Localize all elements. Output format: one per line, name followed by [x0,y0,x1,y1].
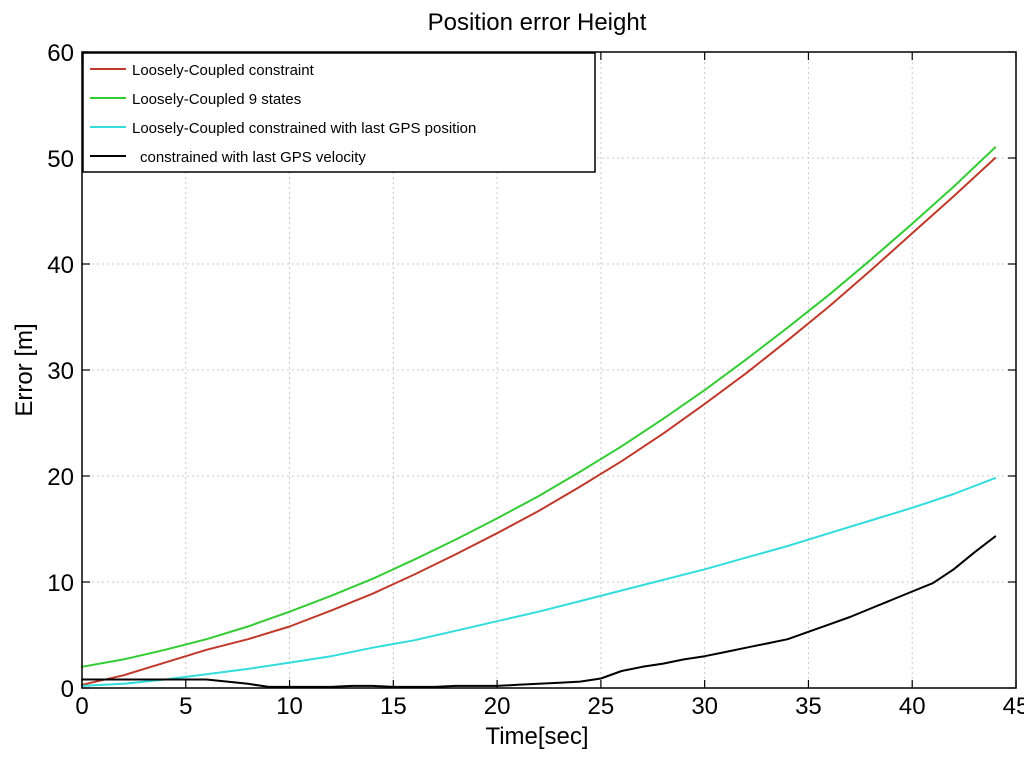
x-axis-label: Time[sec] [485,723,588,750]
y-tick-label: 40 [47,252,74,279]
x-tick-label: 15 [380,693,407,720]
legend-label-series-4: constrained with last GPS velocity [140,149,366,166]
x-tick-label: 45 [1003,693,1024,720]
y-tick-label: 10 [47,570,74,597]
y-tick-label: 30 [47,358,74,385]
legend: Loosely-Coupled constraint Loosely-Coupl… [82,52,596,173]
series-line-3 [81,477,997,687]
series-line-1 [81,157,997,686]
series-line-4 [81,535,997,688]
y-axis-label: Error [m] [11,323,38,416]
axis-ticks: 0 5 10 15 20 25 30 35 40 45 0 10 20 30 40 50 60 [47,40,1024,720]
legend-box [82,52,596,173]
x-tick-label: 5 [179,693,192,720]
chart-title: Position error Height [428,9,647,36]
series-line-2 [81,146,997,668]
x-tick-label: 20 [484,693,511,720]
y-tick-label: 20 [47,464,74,491]
legend-label-series-2: Loosely-Coupled 9 states [132,91,301,108]
x-tick-label: 40 [899,693,926,720]
x-tick-label: 35 [795,693,822,720]
x-tick-label: 0 [75,693,88,720]
series-lines [81,146,997,688]
x-tick-label: 10 [276,693,303,720]
legend-label-series-3: Loosely-Coupled constrained with last GP… [132,120,476,137]
x-tick-label: 25 [588,693,615,720]
y-tick-label: 0 [61,676,74,703]
y-tick-label: 60 [47,40,74,67]
x-tick-label: 30 [691,693,718,720]
y-tick-label: 50 [47,146,74,173]
grid-lines [82,52,1016,688]
legend-label-series-1: Loosely-Coupled constraint [132,62,315,79]
